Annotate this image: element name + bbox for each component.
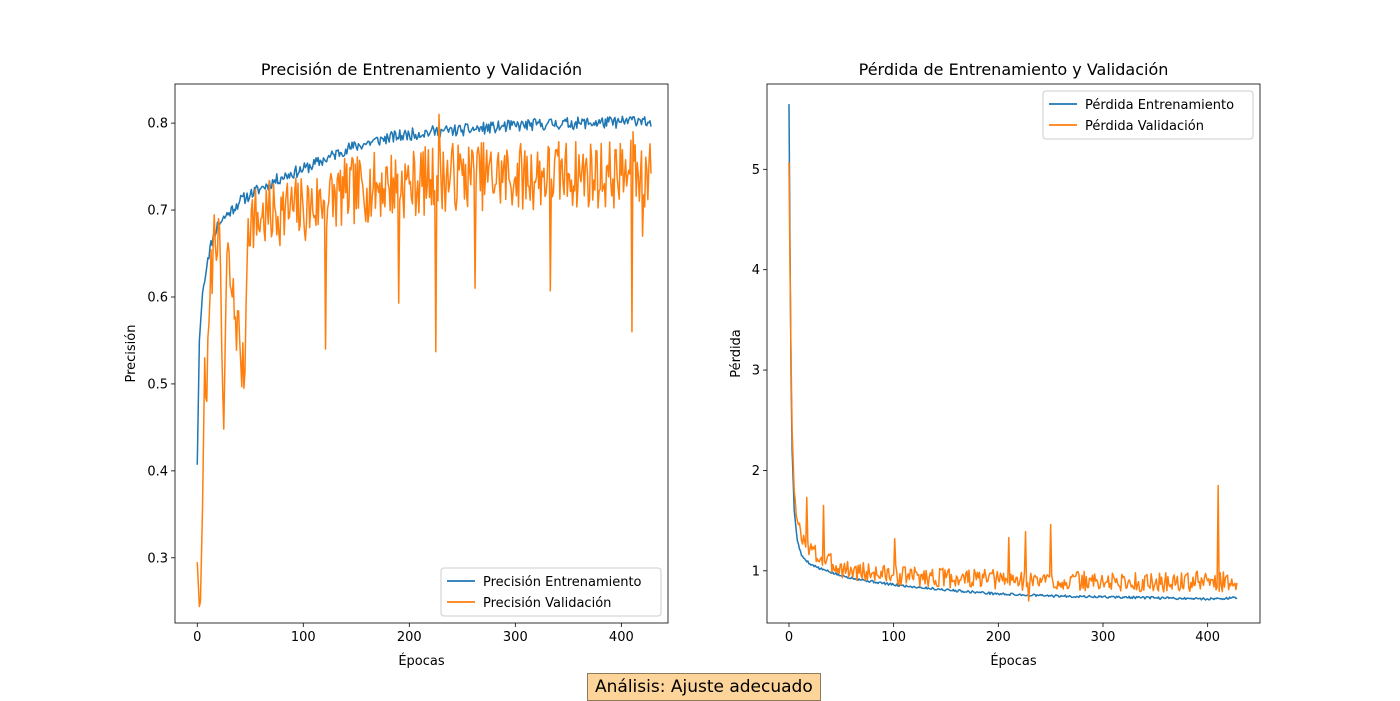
x-tick-label: 400 [609, 630, 634, 645]
plot-lines [196, 113, 652, 608]
y-tick-label: 0.6 [147, 290, 168, 305]
legend: Pérdida Entrenamiento Pérdida Validación [1042, 90, 1254, 140]
loss-chart: Pérdida de Entrenamiento y Validación 0 10… [729, 60, 1261, 669]
y-tick-label: 0.3 [147, 551, 168, 566]
accuracy-chart: Precisión de Entrenamiento y Validación 0… [124, 60, 669, 669]
series-line-val [196, 113, 652, 608]
x-tick-label: 200 [986, 630, 1011, 645]
legend-label-train: Pérdida Entrenamiento [1085, 98, 1234, 113]
x-tick-label: 400 [1195, 630, 1220, 645]
x-axis-label: Épocas [398, 653, 445, 669]
legend: Precisión Entrenamiento Precisión Validac… [440, 567, 662, 617]
y-tick-label: 3 [752, 364, 760, 379]
legend-box [1042, 90, 1254, 140]
plot-frame [766, 83, 1261, 624]
legend-box [440, 567, 662, 617]
analysis-label: Análisis: Ajuste adecuado [587, 673, 821, 701]
legend-label-val: Precisión Validación [483, 596, 611, 611]
plot-lines [788, 104, 1238, 602]
x-tick-label: 200 [397, 630, 422, 645]
legend-label-train: Precisión Entrenamiento [483, 575, 642, 590]
y-tick-label: 5 [752, 163, 760, 178]
y-tick-label: 0.8 [147, 117, 168, 132]
x-tick-label: 100 [881, 630, 906, 645]
y-axis-label: Pérdida [729, 329, 744, 378]
x-tick-label: 100 [291, 630, 316, 645]
y-tick-label: 2 [752, 464, 760, 479]
y-tick-label: 4 [752, 263, 760, 278]
plot-frame [174, 83, 669, 624]
chart-title: Pérdida de Entrenamiento y Validación [859, 60, 1169, 79]
x-tick-label: 300 [1091, 630, 1116, 645]
y-axis-label: Precisión [124, 324, 139, 382]
y-tick-label: 0.7 [147, 204, 168, 219]
chart-title: Precisión de Entrenamiento y Validación [261, 60, 582, 79]
series-line-train [196, 115, 652, 465]
x-tick-label: 0 [785, 630, 793, 645]
y-tick-label: 1 [752, 564, 760, 579]
legend-label-val: Pérdida Validación [1085, 119, 1204, 134]
y-tick-label: 0.5 [147, 377, 168, 392]
x-tick-label: 0 [193, 630, 201, 645]
series-line-train [788, 104, 1238, 601]
x-axis-label: Épocas [990, 653, 1037, 669]
x-tick-label: 300 [503, 630, 528, 645]
y-tick-label: 0.4 [147, 464, 168, 479]
series-line-val [788, 162, 1238, 602]
